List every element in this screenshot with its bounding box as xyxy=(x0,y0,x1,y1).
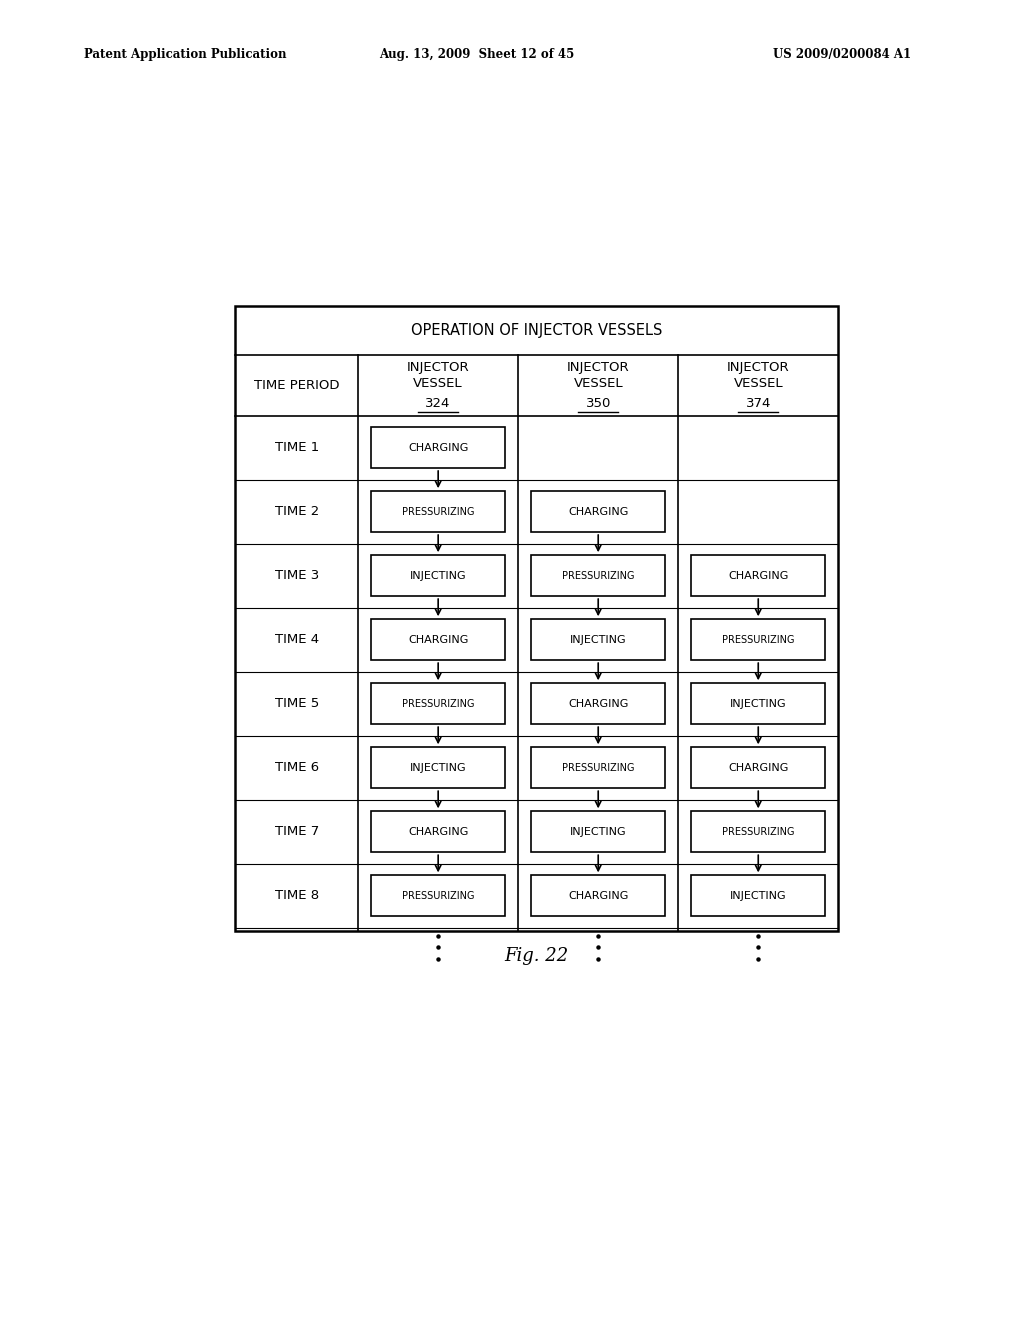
Text: TIME 2: TIME 2 xyxy=(274,506,318,517)
Bar xyxy=(691,619,825,660)
Bar xyxy=(531,747,666,788)
Text: US 2009/0200084 A1: US 2009/0200084 A1 xyxy=(773,48,911,61)
Text: Patent Application Publication: Patent Application Publication xyxy=(84,48,287,61)
Bar xyxy=(371,684,506,725)
Text: PRESSURIZING: PRESSURIZING xyxy=(401,891,474,900)
Text: INJECTING: INJECTING xyxy=(410,763,467,772)
Text: TIME 3: TIME 3 xyxy=(274,569,318,582)
Text: CHARGING: CHARGING xyxy=(568,891,629,900)
Text: CHARGING: CHARGING xyxy=(728,763,788,772)
Text: TIME PERIOD: TIME PERIOD xyxy=(254,379,339,392)
Text: OPERATION OF INJECTOR VESSELS: OPERATION OF INJECTOR VESSELS xyxy=(411,322,663,338)
Text: INJECTING: INJECTING xyxy=(570,635,627,644)
Bar xyxy=(531,812,666,853)
Text: CHARGING: CHARGING xyxy=(408,635,468,644)
Text: PRESSURIZING: PRESSURIZING xyxy=(722,826,795,837)
Text: INJECTOR
VESSEL: INJECTOR VESSEL xyxy=(727,362,790,391)
Text: Fig. 22: Fig. 22 xyxy=(505,948,568,965)
Text: 350: 350 xyxy=(586,397,611,409)
Bar xyxy=(371,556,506,597)
Text: CHARGING: CHARGING xyxy=(568,698,629,709)
Text: TIME 4: TIME 4 xyxy=(274,634,318,647)
Text: PRESSURIZING: PRESSURIZING xyxy=(401,698,474,709)
Text: 374: 374 xyxy=(745,397,771,409)
Text: 324: 324 xyxy=(426,397,451,409)
Text: INJECTING: INJECTING xyxy=(410,570,467,581)
Text: PRESSURIZING: PRESSURIZING xyxy=(562,763,635,772)
Text: CHARGING: CHARGING xyxy=(728,570,788,581)
Text: PRESSURIZING: PRESSURIZING xyxy=(562,570,635,581)
Bar xyxy=(691,556,825,597)
Text: TIME 7: TIME 7 xyxy=(274,825,318,838)
Bar xyxy=(371,619,506,660)
Text: Aug. 13, 2009  Sheet 12 of 45: Aug. 13, 2009 Sheet 12 of 45 xyxy=(379,48,574,61)
Text: PRESSURIZING: PRESSURIZING xyxy=(722,635,795,644)
Bar xyxy=(371,875,506,916)
Text: CHARGING: CHARGING xyxy=(568,507,629,516)
Bar xyxy=(531,875,666,916)
Bar xyxy=(691,812,825,853)
Bar xyxy=(371,812,506,853)
Bar xyxy=(371,491,506,532)
Bar xyxy=(691,875,825,916)
Text: TIME 6: TIME 6 xyxy=(274,762,318,775)
Bar xyxy=(531,556,666,597)
Bar xyxy=(691,747,825,788)
Text: TIME 8: TIME 8 xyxy=(274,890,318,903)
Bar xyxy=(531,491,666,532)
Text: INJECTOR
VESSEL: INJECTOR VESSEL xyxy=(407,362,469,391)
Text: TIME 1: TIME 1 xyxy=(274,441,318,454)
Text: INJECTING: INJECTING xyxy=(570,826,627,837)
Bar xyxy=(371,747,506,788)
Text: TIME 5: TIME 5 xyxy=(274,697,318,710)
Bar xyxy=(531,684,666,725)
Text: CHARGING: CHARGING xyxy=(408,826,468,837)
Text: PRESSURIZING: PRESSURIZING xyxy=(401,507,474,516)
Bar xyxy=(691,684,825,725)
Text: INJECTOR
VESSEL: INJECTOR VESSEL xyxy=(567,362,630,391)
Bar xyxy=(371,428,506,469)
Bar xyxy=(236,306,839,931)
Text: CHARGING: CHARGING xyxy=(408,442,468,453)
Text: INJECTING: INJECTING xyxy=(730,891,786,900)
Bar xyxy=(531,619,666,660)
Text: INJECTING: INJECTING xyxy=(730,698,786,709)
